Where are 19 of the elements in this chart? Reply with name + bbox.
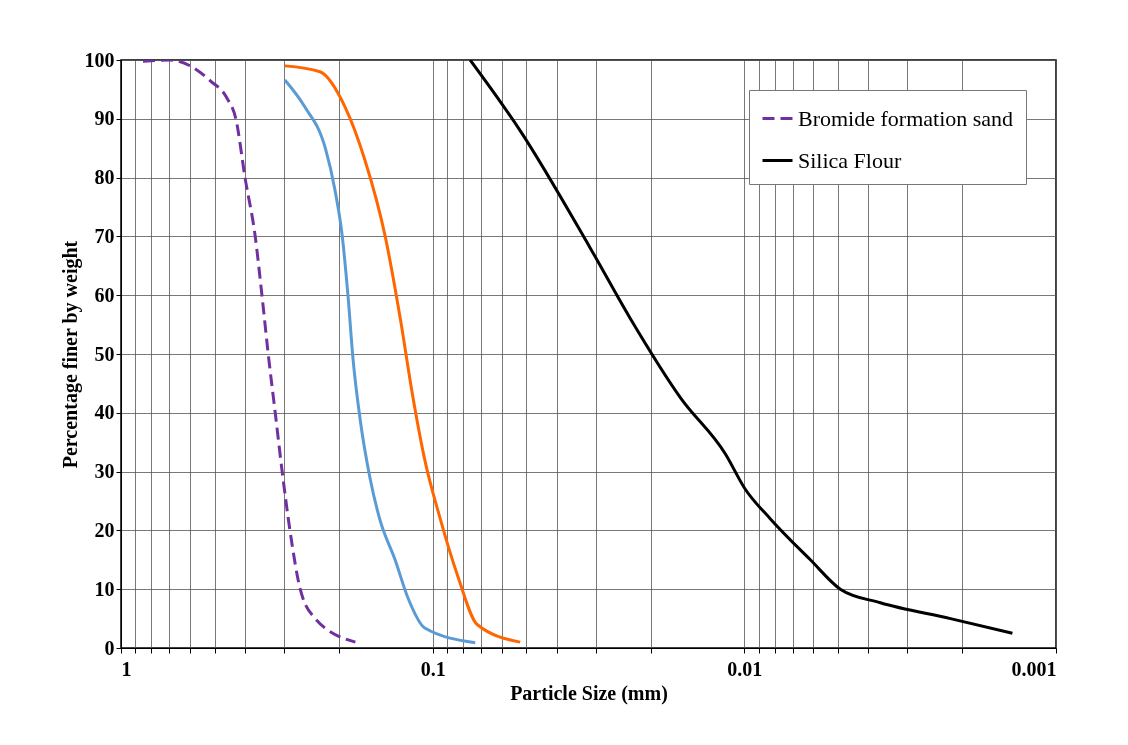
y-tick-label: 100 xyxy=(84,48,115,71)
y-tick-label: 40 xyxy=(94,401,115,424)
y-tick-label: 50 xyxy=(94,342,115,365)
x-tick-label: 0.01 xyxy=(727,657,763,680)
y-tick-label: 60 xyxy=(94,283,115,306)
legend-label: Bromide formation sand xyxy=(798,105,1014,131)
y-tick-label: 70 xyxy=(94,224,115,247)
legend-label: Silica Flour xyxy=(798,147,902,173)
y-tick-label: 10 xyxy=(94,577,115,600)
x-tick-label: 1 xyxy=(121,657,132,680)
y-tick-label: 80 xyxy=(94,166,115,189)
x-axis-title: Particle Size (mm) xyxy=(510,681,668,705)
x-tick-label: 0.001 xyxy=(1011,657,1057,680)
y-tick-label: 0 xyxy=(104,636,115,659)
y-axis-title: Percentage finer by weight xyxy=(58,240,82,469)
y-tick-label: 20 xyxy=(94,518,115,541)
y-tick-label: 90 xyxy=(94,107,115,130)
x-tick-label: 0.1 xyxy=(420,657,446,680)
y-tick-label: 30 xyxy=(94,460,115,483)
